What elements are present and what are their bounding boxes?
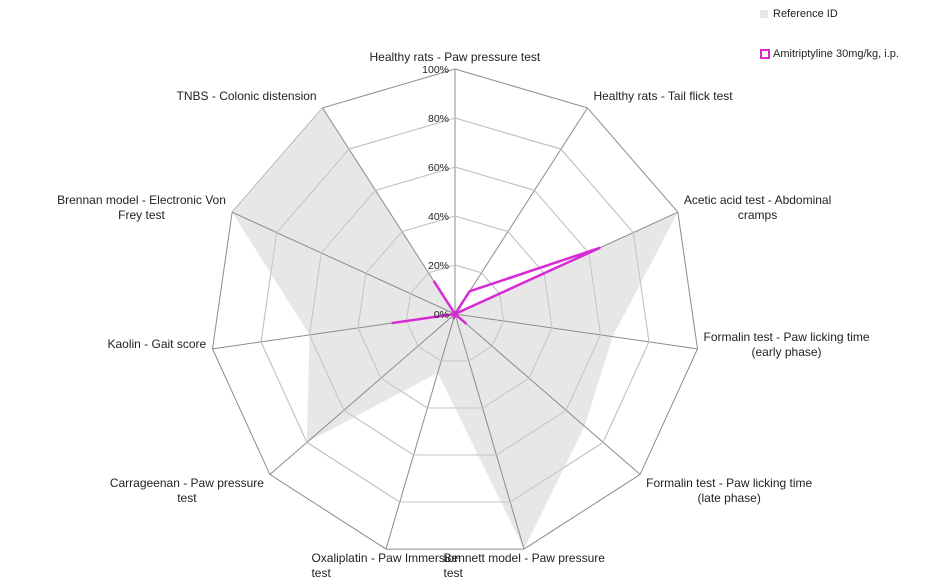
category-label-0: Healthy rats - Paw pressure test: [369, 50, 541, 64]
tick-label-1: 20%: [428, 260, 449, 272]
series-amitriptyline-line: [391, 246, 601, 325]
grid-ring-5: [211, 68, 699, 550]
legend-swatch-amitriptyline: [760, 49, 770, 59]
grid-spoke-7: [269, 313, 456, 475]
series-amitriptyline-point-9: [454, 313, 456, 315]
tick-label-5: 100%: [422, 64, 449, 76]
grid-ring-overlay-1: [405, 264, 505, 362]
category-label-4: Formalin test - Paw licking time (late p…: [646, 476, 813, 506]
grid-ring-overlay-4: [260, 117, 650, 503]
category-label-3: Formalin test - Paw licking time (early …: [703, 329, 870, 359]
series-amitriptyline-point-8: [391, 322, 393, 324]
category-label-6: Oxaliplatin - Paw Immersion test: [311, 551, 461, 581]
series-amitriptyline-point-1: [468, 290, 471, 293]
category-label-9: Brennan model - Electronic Von Frey test: [57, 193, 226, 223]
grid-spoke-6: [385, 313, 456, 550]
category-label-1: Healthy rats - Tail flick test: [593, 88, 733, 103]
grid-spoke-4: [454, 313, 641, 475]
category-label-10: TNBS - Colonic distension: [176, 88, 317, 103]
grid-ring-overlay-2: [357, 215, 553, 409]
series-amitriptyline-point-2: [599, 247, 601, 249]
legend-item-reference: Reference ID: [760, 6, 899, 22]
series-amitriptyline-point-6: [452, 317, 455, 320]
radar-series: [212, 69, 698, 550]
radial-tick-labels: 0% 20% 40% 60% 80% 100%: [422, 64, 449, 321]
legend-item-amitriptyline: Amitriptyline 30mg/kg, i.p.: [760, 46, 899, 62]
grid-spoke-3: [454, 313, 698, 350]
category-label-5: Bennett model - Paw pressure test: [443, 551, 605, 581]
series-amitriptyline-point-4: [465, 322, 467, 325]
tick-label-0: 0%: [434, 309, 449, 321]
tick-label-2: 40%: [428, 211, 449, 223]
tick-label-3: 60%: [428, 162, 449, 174]
grid-ring-overlay-3: [308, 166, 602, 456]
legend: Reference ID Amitriptyline 30mg/kg, i.p.: [760, 6, 899, 62]
grid-spoke-1: [454, 107, 588, 315]
category-label-8: Kaolin - Gait score: [107, 337, 207, 352]
tick-label-4: 80%: [428, 113, 449, 125]
category-label-7: Carrageenan - Paw pressure test: [109, 476, 264, 506]
category-label-2: Acetic acid test - Abdominal cramps: [683, 193, 832, 223]
series-reference-area: [232, 107, 678, 550]
legend-swatch-reference: [760, 10, 768, 18]
legend-label-reference: Reference ID: [773, 8, 838, 20]
grid-spoke-5: [454, 313, 525, 550]
grid-spoke-10: [322, 107, 456, 315]
series-amitriptyline-point-10: [433, 280, 435, 282]
legend-label-amitriptyline: Amitriptyline 30mg/kg, i.p.: [773, 48, 899, 60]
grid-spoke-9: [231, 211, 456, 315]
